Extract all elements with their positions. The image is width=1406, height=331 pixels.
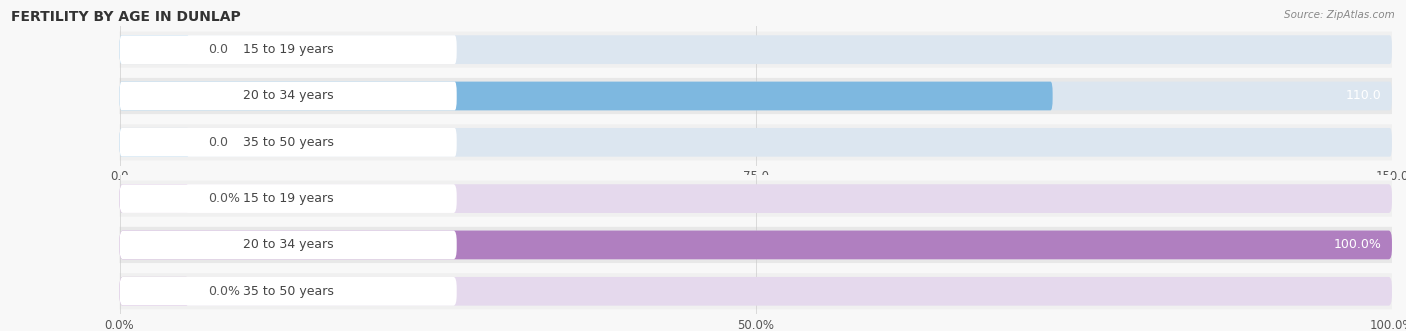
- FancyBboxPatch shape: [120, 231, 1392, 259]
- Text: 0.0: 0.0: [208, 43, 229, 56]
- FancyBboxPatch shape: [120, 227, 1392, 263]
- FancyBboxPatch shape: [120, 231, 457, 259]
- Text: 15 to 19 years: 15 to 19 years: [243, 43, 333, 56]
- Text: 0.0%: 0.0%: [208, 192, 240, 205]
- Text: 20 to 34 years: 20 to 34 years: [243, 89, 333, 103]
- FancyBboxPatch shape: [120, 35, 457, 64]
- FancyBboxPatch shape: [120, 82, 457, 110]
- FancyBboxPatch shape: [120, 124, 1392, 161]
- Text: 35 to 50 years: 35 to 50 years: [243, 285, 333, 298]
- FancyBboxPatch shape: [120, 35, 190, 64]
- Text: 35 to 50 years: 35 to 50 years: [243, 136, 333, 149]
- Text: 20 to 34 years: 20 to 34 years: [243, 238, 333, 252]
- FancyBboxPatch shape: [120, 128, 1392, 157]
- FancyBboxPatch shape: [120, 184, 457, 213]
- FancyBboxPatch shape: [120, 82, 1392, 110]
- FancyBboxPatch shape: [120, 78, 1392, 114]
- Text: 0.0: 0.0: [208, 136, 229, 149]
- FancyBboxPatch shape: [120, 128, 190, 157]
- FancyBboxPatch shape: [120, 277, 457, 306]
- Text: Source: ZipAtlas.com: Source: ZipAtlas.com: [1284, 10, 1395, 20]
- Text: 100.0%: 100.0%: [1334, 238, 1382, 252]
- FancyBboxPatch shape: [120, 128, 457, 157]
- Text: 110.0: 110.0: [1346, 89, 1382, 103]
- FancyBboxPatch shape: [120, 277, 1392, 306]
- FancyBboxPatch shape: [120, 35, 1392, 64]
- FancyBboxPatch shape: [120, 184, 1392, 213]
- FancyBboxPatch shape: [120, 82, 1053, 110]
- Text: FERTILITY BY AGE IN DUNLAP: FERTILITY BY AGE IN DUNLAP: [11, 10, 240, 24]
- FancyBboxPatch shape: [120, 180, 1392, 217]
- FancyBboxPatch shape: [120, 277, 190, 306]
- FancyBboxPatch shape: [120, 184, 190, 213]
- Text: 15 to 19 years: 15 to 19 years: [243, 192, 333, 205]
- Text: 0.0%: 0.0%: [208, 285, 240, 298]
- FancyBboxPatch shape: [120, 31, 1392, 68]
- FancyBboxPatch shape: [120, 231, 1392, 259]
- FancyBboxPatch shape: [120, 273, 1392, 309]
